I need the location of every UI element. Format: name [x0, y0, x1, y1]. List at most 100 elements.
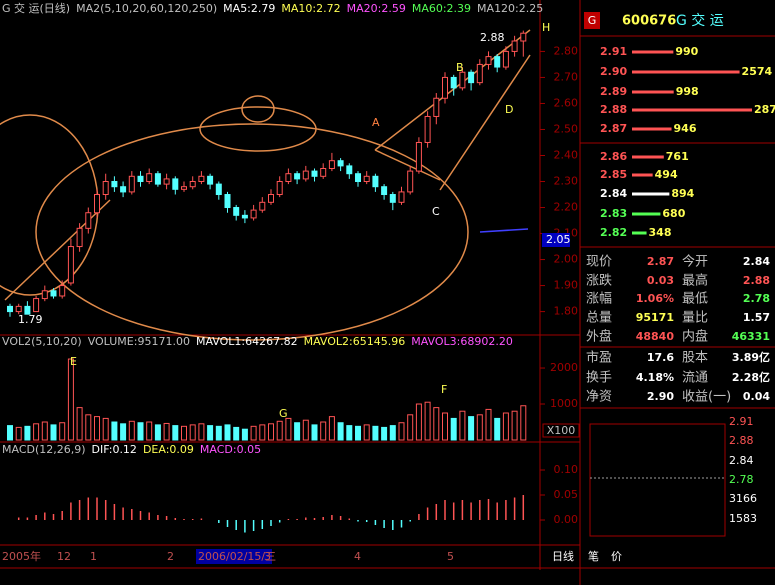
quote-value: 1.06% — [636, 292, 674, 305]
volume-bar — [198, 423, 205, 441]
annotation: D — [505, 103, 513, 116]
date-label: 5 — [447, 550, 454, 563]
tab[interactable]: 价 — [611, 550, 622, 563]
indicator-label: MA2(5,10,20,60,120,250) — [76, 2, 217, 15]
candle-body — [250, 209, 257, 219]
candle-body — [372, 175, 379, 188]
indicator-label: MA60:2.39 — [412, 2, 471, 15]
indicator-label: MAVOL1:64267.82 — [196, 335, 298, 348]
candle-body — [181, 186, 187, 190]
order-price: 2.84 — [600, 187, 627, 200]
mini-label: 2.91 — [729, 415, 754, 428]
volume-bar — [494, 417, 501, 441]
annotation: B — [456, 61, 464, 74]
candle-body — [294, 173, 301, 180]
ellipse — [199, 106, 317, 152]
volume-bar — [337, 422, 344, 441]
quote-label: 外盘 — [586, 329, 612, 345]
order-price: 2.88 — [600, 103, 627, 116]
volume-bar — [450, 417, 457, 441]
quote-label: 净资 — [586, 390, 612, 405]
date-label: 12 — [57, 550, 71, 563]
quote-value: 3.89亿 — [732, 350, 770, 364]
indicator-label: MAVOL2:65145.96 — [304, 335, 406, 348]
candle-body — [120, 186, 127, 193]
annotation: F — [441, 383, 447, 396]
candle-body — [433, 97, 440, 117]
volume-bar — [224, 424, 231, 441]
candle-body — [163, 178, 170, 185]
volume-bar — [355, 425, 361, 441]
y-tick-label: 2.00 — [554, 253, 579, 266]
order-bar — [632, 192, 670, 196]
y-tick-label: 2.40 — [554, 148, 579, 161]
order-price: 2.82 — [600, 226, 627, 239]
volume-bar — [372, 425, 379, 441]
quote-label: 总量 — [586, 311, 612, 326]
volume-bar — [268, 423, 274, 441]
quote-value: 1.57 — [743, 311, 770, 324]
candle-body — [302, 170, 309, 180]
quote-value: 2.88 — [743, 274, 770, 287]
candle-body — [33, 298, 40, 313]
volume-bar — [363, 424, 370, 441]
candle-body — [207, 175, 214, 185]
annotation: E — [70, 355, 77, 368]
drawings — [0, 29, 531, 341]
candle-body — [285, 173, 292, 183]
candle-body — [355, 173, 361, 183]
volume-bar — [241, 428, 248, 441]
quote-label: 最低 — [682, 292, 708, 307]
volume-bar — [250, 425, 257, 441]
quote-label: 最高 — [682, 273, 708, 289]
candle-body — [494, 56, 501, 68]
tab[interactable]: 笔 — [588, 549, 599, 563]
price-badge — [542, 233, 570, 247]
ellipse — [35, 123, 469, 341]
order-volume: 946 — [674, 122, 697, 135]
candle-body — [233, 207, 240, 216]
y-tick-label: 1.90 — [554, 279, 579, 292]
candle-body — [389, 194, 396, 203]
date-highlight — [196, 549, 272, 564]
volume-bar — [398, 422, 405, 441]
quote-value: 4.18% — [636, 371, 674, 384]
indicator-label: MA20:2.59 — [347, 2, 406, 15]
candle-body — [154, 173, 161, 185]
candle-body — [459, 71, 466, 89]
annotation: 2.88 — [480, 31, 505, 44]
order-volume: 680 — [662, 207, 685, 220]
quote-label: 市盈 — [586, 350, 612, 366]
date-label: 1 — [90, 550, 97, 563]
candle-body — [415, 141, 422, 172]
y-tick-label: 2.60 — [554, 96, 579, 109]
volume-bar — [415, 403, 422, 441]
volume-bar — [181, 425, 187, 441]
quote-value: 48840 — [636, 330, 675, 343]
indicator-label: MA10:2.72 — [281, 2, 340, 15]
order-bar — [632, 173, 653, 177]
candle-body — [442, 76, 448, 99]
volume-bar — [276, 420, 283, 441]
candle-body — [450, 76, 457, 89]
date-label: 4 — [354, 550, 361, 563]
indicator-label: G 交 运(日线) — [2, 1, 70, 15]
candle-body — [363, 175, 370, 183]
date-label: 2005年 — [2, 549, 41, 563]
candle-body — [320, 167, 327, 177]
badge: G — [588, 14, 597, 27]
volume-bar — [111, 421, 118, 441]
volume-bar — [346, 425, 353, 441]
trend-line — [4, 199, 111, 301]
candle-body — [511, 40, 518, 52]
y-tick-label: 2000 — [550, 361, 578, 374]
candle-body — [41, 290, 48, 300]
order-bar — [632, 231, 647, 235]
volume-bar — [320, 421, 327, 441]
y-tick-label: 2.30 — [554, 175, 579, 188]
annotation: A — [372, 116, 380, 129]
tab[interactable]: 日线 — [552, 549, 574, 563]
volume-bar — [520, 405, 527, 441]
candle-body — [137, 175, 144, 183]
candle-body — [198, 175, 205, 183]
